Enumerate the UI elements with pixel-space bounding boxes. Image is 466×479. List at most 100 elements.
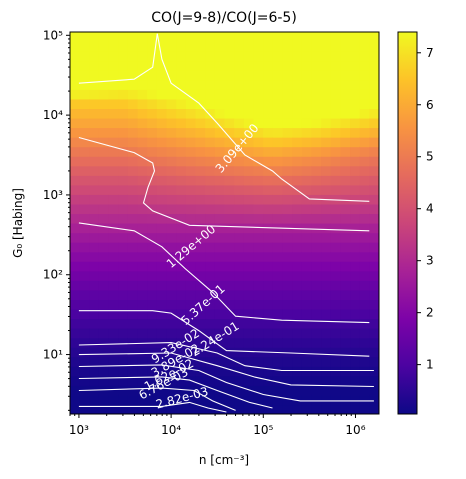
heatmap-cell (166, 232, 177, 243)
heatmap-cell (350, 203, 361, 215)
heatmap-cell (89, 156, 100, 167)
heatmap-cell (108, 375, 119, 386)
heatmap-cell (98, 127, 110, 138)
heatmap-cell (195, 328, 206, 339)
heatmap-cell (118, 404, 129, 414)
heatmap-cell (359, 89, 370, 100)
heatmap-cell (108, 156, 119, 167)
heatmap-cell (253, 299, 264, 310)
heatmap-cell (79, 184, 90, 195)
x-tick-label: 10⁴ (161, 423, 181, 437)
heatmap-cell (359, 79, 370, 90)
heatmap-cell (166, 299, 177, 310)
heatmap-cell (301, 366, 313, 377)
heatmap-cell (108, 356, 119, 367)
heatmap-cell (243, 328, 255, 339)
heatmap-cell (340, 366, 351, 377)
heatmap-cell (243, 156, 255, 167)
heatmap-cell (108, 308, 119, 320)
heatmap-cell (311, 394, 322, 406)
heatmap-cell (156, 41, 168, 52)
heatmap-cell (224, 366, 235, 377)
heatmap-cell (311, 146, 322, 157)
heatmap-cell (253, 117, 264, 129)
heatmap-cell (118, 299, 129, 310)
heatmap-cell (147, 98, 158, 109)
heatmap-cell (147, 223, 158, 234)
contour-line (156, 33, 370, 202)
heatmap-cell (98, 242, 110, 253)
heatmap-cell (321, 108, 332, 119)
heatmap-cell (234, 289, 245, 300)
heatmap-cell (156, 51, 168, 62)
heatmap-cell (185, 79, 197, 90)
contour-line (78, 376, 273, 409)
heatmap-cell (330, 223, 341, 234)
colorbar-tick-label: 1 (426, 358, 434, 372)
heatmap-cell (311, 261, 322, 272)
heatmap-cell (263, 60, 274, 71)
heatmap-cell (176, 242, 187, 253)
heatmap-cell (359, 280, 370, 291)
contour-line (78, 364, 374, 402)
heatmap-cell (301, 261, 313, 272)
heatmap-cell (185, 328, 197, 339)
heatmap-cell (292, 289, 303, 300)
heatmap-cell (108, 280, 119, 291)
heatmap-cell (253, 223, 264, 234)
heatmap-cell (89, 328, 100, 339)
heatmap-cell (156, 79, 168, 90)
heatmap-cell (243, 337, 255, 348)
heatmap-cell (98, 117, 110, 129)
heatmap-cell (350, 41, 361, 52)
heatmap-cell (243, 79, 255, 90)
heatmap-cell (301, 137, 313, 148)
heatmap-cell (272, 108, 284, 119)
heatmap-cell (369, 127, 379, 138)
heatmap-cell (205, 51, 216, 62)
heatmap-cell (156, 213, 168, 224)
heatmap-cell (127, 108, 139, 119)
heatmap-cell (340, 213, 351, 224)
heatmap-cell (340, 251, 351, 262)
heatmap-cell (263, 184, 274, 195)
heatmap-cell (205, 261, 216, 272)
heatmap-cell (253, 318, 264, 329)
heatmap-cell (263, 70, 274, 81)
heatmap-cell (350, 79, 361, 90)
heatmap-cell (292, 232, 303, 243)
heatmap-cell (166, 318, 177, 329)
heatmap-cell (79, 318, 90, 329)
heatmap-cell (137, 79, 148, 90)
heatmap-cell (98, 394, 110, 406)
heatmap-cell (263, 156, 274, 167)
heatmap-cell (137, 356, 148, 367)
heatmap-cell (98, 404, 110, 414)
heatmap-cell (321, 299, 332, 310)
heatmap-cell (205, 232, 216, 243)
heatmap-cell (205, 184, 216, 195)
heatmap-cell (156, 308, 168, 320)
heatmap-cell (350, 394, 361, 406)
heatmap-cell (224, 98, 235, 109)
heatmap-cell (147, 32, 158, 43)
heatmap-cell (311, 117, 322, 129)
heatmap-cell (282, 385, 293, 396)
heatmap-cell (340, 89, 351, 100)
heatmap-cell (137, 108, 148, 119)
heatmap-cell (185, 194, 197, 205)
heatmap-cell (272, 385, 284, 396)
heatmap-cell (369, 70, 379, 81)
heatmap-cell (185, 366, 197, 377)
heatmap-cell (137, 175, 148, 186)
heatmap-cell (108, 270, 119, 281)
heatmap-cell (340, 299, 351, 310)
heatmap-cell (359, 51, 370, 62)
heatmap-cell (214, 251, 226, 262)
heatmap-cell (137, 117, 148, 129)
heatmap-cell (214, 51, 226, 62)
heatmap-cell (224, 242, 235, 253)
heatmap-cell (127, 60, 139, 71)
heatmap-cell (79, 203, 90, 215)
heatmap-cell (214, 347, 226, 358)
